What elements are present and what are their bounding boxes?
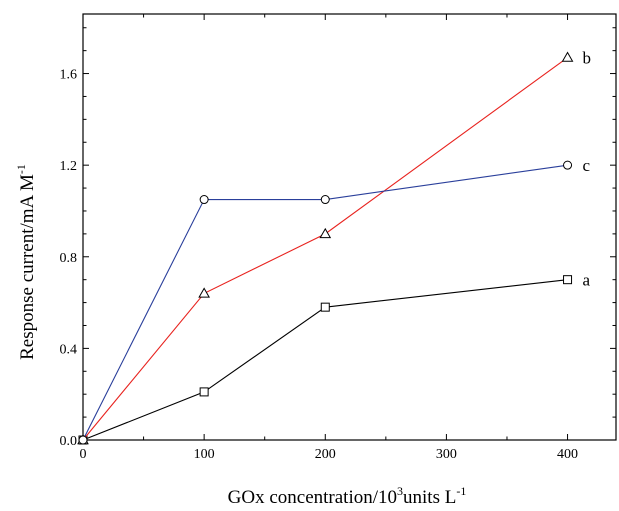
y-tick-label: 0.0 <box>60 434 78 449</box>
series-b: b <box>77 49 592 445</box>
y-tick-label: 1.2 <box>60 159 78 174</box>
x-tick-label: 300 <box>436 447 457 462</box>
data-point-c <box>78 435 88 445</box>
data-point-b <box>561 51 574 62</box>
plot-frame <box>82 13 617 441</box>
series-line-b <box>82 57 568 441</box>
data-point-b <box>198 287 210 298</box>
data-point-c <box>320 195 330 205</box>
x-tick-label: 100 <box>194 447 215 462</box>
x-tick-label: 200 <box>315 447 336 462</box>
data-point-c <box>199 195 209 205</box>
data-point-c <box>563 160 573 170</box>
x-axis-title-unit: units L <box>403 487 456 508</box>
x-axis-title-sup: 3 <box>397 484 403 498</box>
axes <box>82 13 617 441</box>
series-line-a <box>82 279 568 441</box>
y-tick-label: 1.6 <box>60 68 78 83</box>
y-tick-label: 0.4 <box>60 342 78 357</box>
data-point-a <box>320 302 330 312</box>
x-axis-title: GOx concentration/103units L-1 <box>228 484 467 508</box>
series-line-c <box>82 164 568 441</box>
y-axis-title-main: Response current/mA M <box>17 174 38 360</box>
y-axis-title-sup: -1 <box>14 164 28 174</box>
series-label-b: b <box>583 49 592 68</box>
data-point-a <box>563 275 573 285</box>
ticks: 0 100 200 300 400 0.0 0.4 0.8 1.2 1.6 <box>60 14 616 462</box>
data-point-a <box>199 387 209 397</box>
y-tick-label: 0.8 <box>60 251 78 266</box>
data-point-b <box>319 227 332 239</box>
series: a b c <box>77 49 592 445</box>
x-axis-title-main: GOx concentration/10 <box>228 487 397 508</box>
series-label-c: c <box>583 156 591 175</box>
x-tick-label: 0 <box>80 447 87 462</box>
series-c: c <box>78 156 591 445</box>
x-axis-title-sup2: -1 <box>456 484 466 498</box>
y-axis-title: Response current/mA M-1 <box>14 164 38 360</box>
x-tick-label: 400 <box>557 447 578 462</box>
series-label-a: a <box>583 271 591 290</box>
